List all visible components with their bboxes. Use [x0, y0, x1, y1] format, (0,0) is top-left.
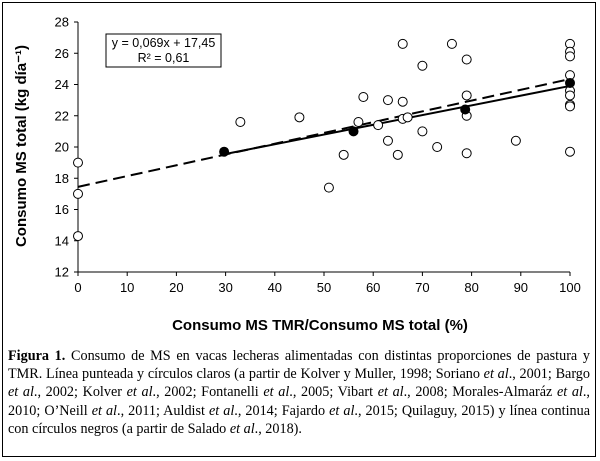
open-circle-point — [73, 188, 83, 199]
y-tick-label: 20 — [55, 140, 69, 155]
filled-circle-point — [460, 104, 471, 115]
caption-italic: et al — [483, 366, 509, 383]
x-tick-label: 20 — [169, 280, 183, 295]
caption-segment: ., 2015; Quilaguy, 2015) y línea continu… — [8, 402, 591, 437]
caption-italic: et al — [8, 384, 34, 401]
equation-box-frame — [105, 33, 222, 68]
caption-italic: et al — [126, 384, 153, 401]
filled-circle-point — [565, 77, 575, 88]
caption-italic: et al — [377, 384, 404, 401]
x-tick-label: 80 — [464, 280, 478, 295]
caption-segment: ., 2011; Auldist — [117, 402, 209, 419]
open-circle-point — [417, 60, 428, 71]
x-tick-label: 40 — [268, 280, 282, 295]
open-circle-point — [392, 149, 403, 160]
x-tick-label: 100 — [559, 280, 581, 295]
open-circle-point — [73, 231, 83, 242]
figure-caption: Figura 1. Consumo de MS en vacas lechera… — [8, 347, 590, 438]
scatter-chart: 12 14 16 18 20 22 24 26 28 0 10 20 30 40 50 60 70 80 90 100… — [13, 15, 581, 335]
caption-italic: et al — [263, 384, 290, 401]
open-circle-point — [382, 95, 393, 106]
open-circle-point — [461, 54, 472, 65]
caption-segment: ., 2014; Fajardo — [234, 402, 330, 419]
filled-circle-point — [219, 146, 230, 157]
caption-segment: ., 2001; Bargo — [508, 366, 590, 383]
x-tick-label: 10 — [120, 280, 134, 295]
y-tick-label: 22 — [55, 108, 69, 123]
r-squared-text: R² = 0,61 — [138, 51, 190, 65]
open-circle-point — [417, 126, 428, 137]
x-tick-label: 30 — [218, 280, 232, 295]
axis-ticks: 12 14 16 18 20 22 24 26 28 0 10 20 30 40 50 60 70 80 90 100 — [55, 15, 581, 296]
open-circle-point — [446, 38, 457, 49]
open-circle-point — [565, 51, 575, 62]
open-circle-point — [358, 92, 369, 102]
y-tick-label: 18 — [55, 171, 69, 186]
caption-italic: et al — [229, 420, 255, 437]
open-circle-point — [338, 149, 349, 160]
caption-segment: ., 2008; Morales-Almaráz — [403, 384, 557, 401]
filled-circle-point — [348, 126, 359, 137]
x-tick-label: 0 — [74, 280, 81, 295]
caption-segment: Consumo de MS en vacas lecheras alimenta… — [8, 348, 591, 383]
caption-text: Consumo de MS en vacas lecheras alimenta… — [8, 348, 590, 437]
caption-segment: ., 2002; Fontanelli — [152, 384, 264, 401]
open-circle-point — [397, 96, 408, 107]
open-circle-point — [235, 117, 246, 127]
caption-segment: ., 2010; O’Neill — [8, 384, 590, 419]
open-circle-point — [382, 135, 393, 146]
open-circle-point — [461, 148, 472, 159]
figure-frame — [2, 2, 596, 457]
open-circle-point — [510, 135, 521, 146]
dashed-trend-line — [77, 78, 571, 188]
open-circle-point — [565, 90, 575, 101]
x-axis-title: Consumo MS TMR/Consumo MS total (%) — [172, 317, 468, 334]
solid-trend-line — [223, 84, 571, 156]
equation-text: y = 0,069x + 17,45 — [112, 36, 216, 50]
open-circle-point — [565, 146, 575, 157]
x-tick-label: 70 — [415, 280, 429, 295]
open-circle-point — [294, 112, 305, 123]
y-tick-label: 26 — [55, 46, 69, 61]
open-circle-point — [432, 142, 443, 152]
open-circle-point — [353, 117, 364, 127]
open-circle-point — [323, 182, 334, 193]
open-circle-point — [397, 38, 408, 49]
caption-italic: et al — [208, 402, 235, 419]
data-points — [73, 38, 575, 242]
open-circle-point — [373, 120, 384, 131]
caption-italic: et al — [329, 402, 355, 419]
x-tick-label: 90 — [514, 280, 528, 295]
open-circle-point — [565, 101, 575, 112]
open-circle-point — [402, 112, 413, 123]
x-tick-label: 50 — [317, 280, 331, 295]
open-circle-point — [461, 90, 472, 101]
y-tick-label: 14 — [55, 233, 69, 248]
y-tick-label: 28 — [55, 15, 69, 30]
y-tick-label: 16 — [55, 202, 69, 217]
caption-segment: ., 2005; Vibart — [289, 384, 378, 401]
y-tick-label: 24 — [55, 77, 69, 92]
equation-box: y = 0,069x + 17,45 R² = 0,61 — [105, 33, 222, 68]
caption-segment: ., 2018). — [254, 420, 302, 437]
caption-segment: ., 2002; Kolver — [33, 384, 127, 401]
y-axis-title: Consumo MS total (kg día⁻¹) — [13, 45, 30, 247]
trend-lines — [77, 78, 571, 188]
y-tick-label: 12 — [55, 265, 69, 280]
open-circle-point — [73, 157, 83, 168]
caption-label: Figura 1. — [8, 348, 66, 364]
caption-italic: et al — [91, 402, 118, 419]
caption-italic: et al — [556, 384, 583, 401]
x-tick-label: 60 — [366, 280, 380, 295]
